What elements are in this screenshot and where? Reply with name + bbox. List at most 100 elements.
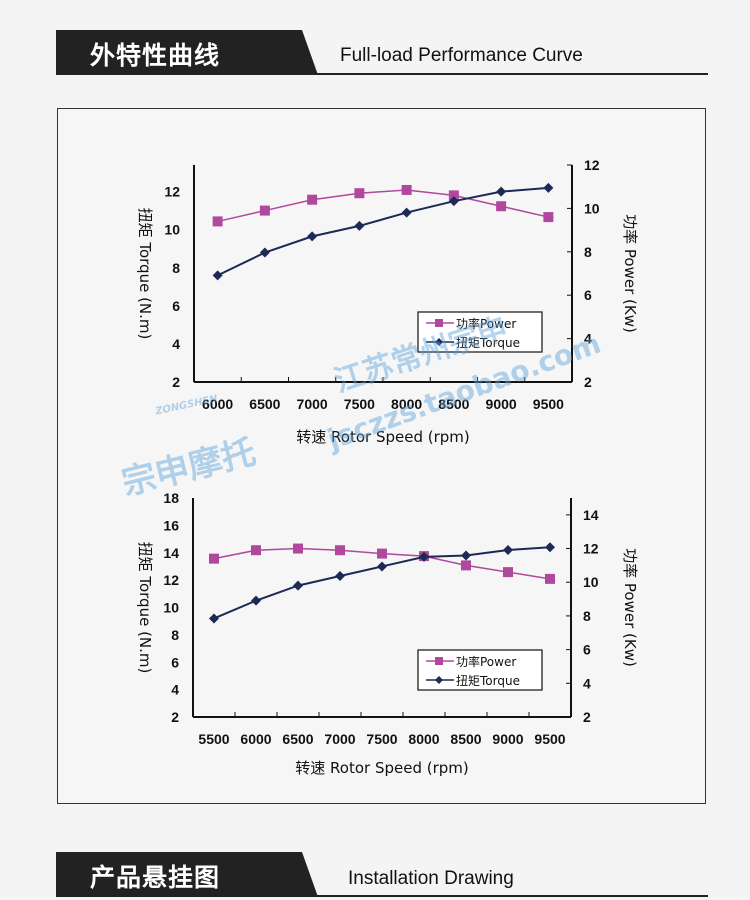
power-point: [545, 573, 555, 584]
torque-point: [448, 196, 459, 207]
left-y-tick-label: 18: [163, 490, 179, 506]
torque-point: [419, 551, 429, 562]
power-point: [496, 201, 507, 212]
left-y-tick-label: 2: [172, 374, 180, 390]
left-y-tick-label: 14: [163, 545, 179, 561]
legend-label: 功率Power: [456, 654, 516, 669]
legend-marker-power: [435, 319, 443, 327]
power-point: [503, 567, 513, 578]
left-y-tick-label: 6: [172, 298, 180, 314]
power-point: [293, 543, 303, 554]
torque-line: [217, 186, 549, 277]
section-title-en: Installation Drawing: [348, 868, 514, 889]
right-y-tick-label: 12: [584, 157, 600, 173]
torque-point: [496, 186, 507, 197]
section-title-en: Full-load Performance Curve: [340, 45, 583, 66]
right-y-tick-label: 4: [584, 331, 592, 347]
x-tick-label: 6500: [249, 396, 280, 412]
torque-point: [377, 561, 387, 572]
legend-box: [417, 649, 543, 691]
legend-label: 扭矩Torque: [456, 674, 520, 688]
power-point: [543, 212, 554, 223]
x-tick-label: 7500: [344, 396, 375, 412]
section-banner-performance: 外特性曲线: [56, 30, 318, 75]
torque-point: [293, 580, 303, 591]
torque-point: [461, 550, 471, 561]
right-y-tick-label: 6: [583, 642, 591, 658]
power-point: [461, 560, 471, 571]
x-tick-label: 8000: [408, 731, 439, 747]
x-tick-label: 7000: [297, 396, 328, 412]
left-y-tick-label: 2: [171, 709, 179, 725]
left-y-tick-label: 10: [163, 600, 179, 616]
right-y-tick-label: 8: [584, 244, 592, 260]
x-tick-label: 7000: [324, 731, 355, 747]
torque-point: [209, 613, 219, 624]
x-tick-label: 8000: [391, 396, 422, 412]
right-y-tick-label: 10: [584, 200, 600, 216]
right-y-tick-label: 2: [584, 374, 592, 390]
power-point: [377, 548, 387, 559]
power-point: [401, 184, 412, 195]
legend-marker-power: [435, 657, 443, 665]
power-point: [209, 553, 219, 564]
x-tick-label: 8500: [438, 396, 469, 412]
torque-point: [354, 220, 365, 231]
torque-point: [251, 595, 261, 606]
chart-frame: [57, 108, 706, 804]
power-point: [335, 545, 345, 556]
section-title-cn: 产品悬挂图: [90, 863, 221, 892]
x-tick-label: 6500: [282, 731, 313, 747]
left-y-tick-label: 4: [171, 682, 179, 698]
x-tick-label: 9000: [486, 396, 517, 412]
right-y-tick-label: 12: [583, 541, 599, 557]
section-banner-installation: 产品悬挂图: [56, 852, 318, 897]
power-point: [307, 194, 318, 205]
left-y-tick-label: 8: [171, 627, 179, 643]
x-tick-label: 9500: [534, 731, 565, 747]
right-y-tick-label: 6: [584, 287, 592, 303]
power-line: [217, 189, 549, 223]
torque-point: [259, 247, 270, 258]
torque-point: [545, 542, 555, 553]
right-y-tick-label: 14: [583, 507, 599, 523]
x-tick-label: 6000: [240, 731, 271, 747]
right-y-axis-label: 功率 Power (Kw): [621, 548, 639, 667]
section-title-cn: 外特性曲线: [90, 41, 221, 70]
x-axis-label: 转速 Rotor Speed (rpm): [296, 428, 469, 446]
torque-point: [543, 182, 554, 193]
right-y-axis-label: 功率 Power (Kw): [621, 214, 639, 333]
right-y-tick-label: 10: [583, 574, 599, 590]
x-axis-label: 转速 Rotor Speed (rpm): [295, 759, 468, 777]
x-tick-label: 8500: [450, 731, 481, 747]
power-point: [354, 188, 365, 199]
torque-point: [335, 571, 345, 582]
right-y-tick-label: 4: [583, 675, 591, 691]
x-tick-label: 5500: [198, 731, 229, 747]
right-y-tick-label: 2: [583, 709, 591, 725]
right-y-tick-label: 8: [583, 608, 591, 624]
left-y-tick-label: 4: [172, 336, 180, 352]
power-point: [448, 190, 459, 201]
torque-point: [503, 545, 513, 556]
x-tick-label: 9500: [533, 396, 564, 412]
torque-point: [212, 270, 223, 281]
left-y-tick-label: 10: [164, 222, 180, 238]
x-tick-label: 6000: [202, 396, 233, 412]
legend-label: 功率Power: [456, 316, 516, 331]
power-point: [251, 545, 261, 556]
left-y-tick-label: 16: [163, 517, 179, 533]
torque-point: [307, 231, 318, 242]
power-point: [212, 216, 223, 227]
divider: [56, 895, 708, 897]
x-tick-label: 7500: [366, 731, 397, 747]
left-y-tick-label: 8: [172, 260, 180, 276]
left-y-axis-label: 扭矩 Torque (N.m): [136, 542, 154, 674]
power-point: [259, 205, 270, 216]
divider: [56, 73, 708, 75]
torque-point: [401, 207, 412, 218]
legend-label: 扭矩Torque: [456, 336, 520, 350]
legend-marker-torque: [435, 676, 443, 684]
x-tick-label: 9000: [492, 731, 523, 747]
